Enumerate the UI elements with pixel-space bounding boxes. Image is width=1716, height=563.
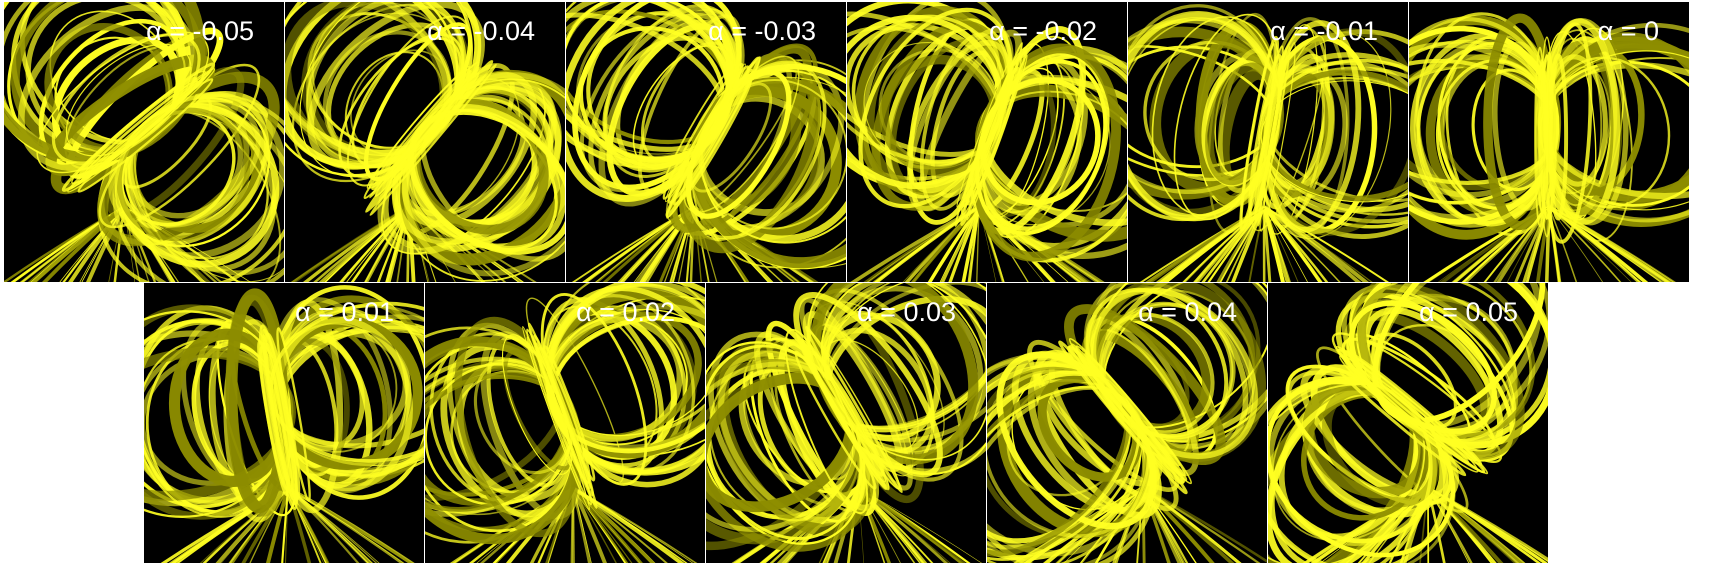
alpha-label: α = 0.05 bbox=[1419, 297, 1518, 327]
field-line-render bbox=[847, 2, 1127, 282]
field-line-panel: α = 0.05 bbox=[1268, 283, 1548, 563]
central-spine bbox=[1534, 36, 1569, 238]
field-line-panel: α = 0.03 bbox=[706, 283, 986, 563]
field-line-render bbox=[4, 2, 284, 282]
central-spine bbox=[1335, 345, 1489, 477]
field-line-panel: α = 0 bbox=[1409, 2, 1689, 282]
field-line-render bbox=[1268, 283, 1548, 563]
field-line-render bbox=[706, 283, 986, 563]
central-spine bbox=[363, 60, 498, 216]
alpha-label: α = -0.02 bbox=[989, 16, 1097, 46]
central-spine bbox=[794, 325, 904, 494]
central-spine bbox=[954, 42, 1028, 227]
alpha-label: α = 0.03 bbox=[857, 297, 956, 327]
alpha-label: α = -0.03 bbox=[708, 16, 816, 46]
alpha-label: α = 0 bbox=[1597, 16, 1659, 46]
field-line-panel: α = 0.04 bbox=[987, 283, 1267, 563]
field-line-panel: α = -0.02 bbox=[847, 2, 1127, 282]
field-line-render bbox=[987, 283, 1267, 563]
alpha-label: α = -0.05 bbox=[146, 16, 254, 46]
alpha-label: α = -0.01 bbox=[1270, 16, 1378, 46]
field-line-panel: α = -0.04 bbox=[285, 2, 565, 282]
field-line-render bbox=[566, 2, 846, 282]
alpha-label: α = -0.04 bbox=[427, 16, 535, 46]
field-line-render bbox=[1409, 12, 1689, 282]
central-spine bbox=[61, 62, 216, 193]
field-line-render bbox=[144, 285, 424, 563]
field-line-panel: α = -0.05 bbox=[4, 2, 284, 282]
field-line-panel: α = -0.01 bbox=[1128, 2, 1408, 282]
field-line-render bbox=[285, 2, 565, 282]
central-spine bbox=[1239, 35, 1296, 232]
central-spine bbox=[522, 322, 598, 511]
alpha-label: α = 0.02 bbox=[576, 297, 675, 327]
central-spine bbox=[1058, 337, 1193, 495]
field-line-render bbox=[425, 283, 705, 563]
field-line-panel: α = 0.01 bbox=[144, 283, 424, 563]
alpha-label: α = 0.04 bbox=[1138, 297, 1237, 327]
field-line-panel: α = -0.03 bbox=[566, 2, 846, 282]
field-line-panel: α = 0.02 bbox=[425, 283, 705, 563]
central-spine bbox=[257, 324, 311, 511]
central-spine bbox=[660, 56, 762, 219]
alpha-label: α = 0.01 bbox=[295, 297, 394, 327]
field-line-render bbox=[1128, 4, 1408, 282]
